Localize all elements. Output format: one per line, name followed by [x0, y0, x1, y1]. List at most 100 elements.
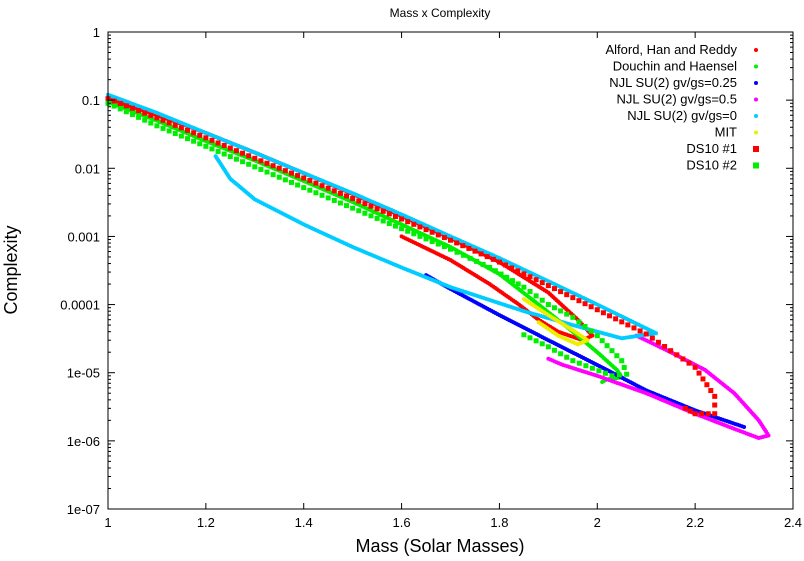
data-point: [454, 240, 460, 246]
data-point: [288, 179, 294, 185]
data-point: [392, 223, 398, 229]
y-tick-label: 1e-06: [67, 434, 100, 449]
data-point: [337, 200, 343, 206]
data-point: [655, 339, 661, 345]
data-point: [705, 411, 711, 417]
data-point: [692, 411, 698, 417]
data-point: [582, 323, 588, 329]
data-point: [233, 156, 239, 162]
series-1: [106, 99, 624, 385]
legend-label: NJL SU(2) gv/gs=0: [627, 108, 737, 123]
legend-swatch: [754, 130, 758, 135]
y-tick-label: 1e-07: [67, 502, 100, 517]
data-point: [136, 114, 142, 120]
data-point: [448, 237, 453, 243]
data-point: [386, 221, 392, 227]
data-point: [111, 103, 117, 109]
data-point: [539, 297, 545, 303]
data-point: [570, 358, 576, 364]
data-point: [129, 112, 135, 118]
data-point: [337, 190, 343, 196]
data-point: [423, 236, 429, 242]
data-point: [448, 246, 453, 252]
data-point: [609, 348, 615, 354]
data-point: [213, 154, 218, 159]
data-point: [399, 234, 404, 239]
data-point: [527, 274, 533, 280]
data-point: [692, 364, 698, 370]
data-point: [142, 117, 148, 123]
data-point: [498, 271, 504, 277]
data-point: [148, 112, 154, 118]
data-point: [490, 256, 496, 262]
data-point: [111, 98, 117, 104]
data-point: [614, 353, 620, 359]
data-point: [533, 293, 539, 299]
y-axis-title: Complexity: [1, 225, 21, 314]
data-point: [123, 109, 129, 115]
data-point: [233, 148, 239, 154]
x-tick-label: 2: [594, 515, 601, 530]
data-point: [480, 261, 486, 267]
data-point: [282, 177, 288, 183]
data-point: [246, 153, 252, 159]
data-point: [362, 210, 368, 216]
data-point: [185, 127, 191, 133]
data-point: [521, 284, 527, 290]
x-tick-label: 1: [104, 515, 111, 530]
series-2: [424, 273, 747, 429]
data-point: [533, 277, 539, 283]
y-tick-label: 0.1: [82, 93, 100, 108]
data-point: [596, 368, 602, 374]
data-point: [350, 205, 356, 211]
data-point: [600, 380, 605, 385]
legend-label: NJL SU(2) gv/gs=0.5: [616, 92, 737, 107]
data-point: [441, 244, 447, 250]
data-point: [172, 122, 178, 128]
data-point: [551, 305, 557, 311]
data-point: [509, 278, 515, 284]
data-point: [203, 135, 209, 141]
data-point: [368, 203, 374, 209]
data-point: [399, 216, 405, 222]
legend-label: DS10 #2: [686, 158, 737, 173]
data-point: [178, 125, 184, 131]
data-point: [589, 365, 595, 371]
data-point: [619, 319, 625, 325]
data-point: [712, 411, 718, 417]
data-point: [576, 360, 582, 366]
data-point: [621, 364, 627, 370]
data-point: [386, 211, 392, 217]
data-point: [515, 268, 521, 274]
data-point: [405, 219, 411, 225]
data-point: [467, 255, 473, 261]
data-point: [487, 264, 493, 270]
legend-swatch: [754, 81, 758, 85]
data-point: [356, 198, 362, 204]
data-point: [474, 258, 480, 264]
data-point: [613, 316, 619, 322]
data-point: [742, 424, 747, 429]
data-point: [527, 289, 533, 295]
data-point: [191, 130, 197, 136]
data-point: [154, 115, 160, 121]
data-point: [172, 131, 178, 137]
data-point: [240, 150, 246, 156]
x-tick-label: 1.4: [295, 515, 313, 530]
chart-title: Mass x Complexity: [390, 6, 491, 20]
data-point: [374, 215, 380, 221]
data-point: [362, 201, 368, 207]
data-point: [594, 333, 600, 339]
data-point: [166, 128, 172, 134]
data-point: [148, 120, 154, 126]
data-point: [503, 262, 509, 268]
data-point: [570, 295, 576, 301]
data-point: [649, 335, 655, 341]
data-point: [441, 235, 447, 241]
data-point: [197, 132, 203, 138]
data-point: [264, 160, 270, 166]
data-point: [282, 168, 288, 174]
data-point: [643, 331, 649, 337]
plot-frame: [107, 31, 794, 510]
data-point: [602, 370, 608, 376]
